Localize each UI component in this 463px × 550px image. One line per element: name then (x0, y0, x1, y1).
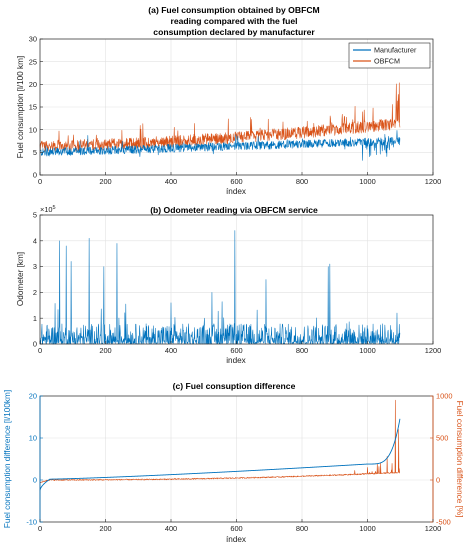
y-tick-label: 15 (29, 103, 37, 112)
odometer-series-line (39, 230, 401, 345)
x-tick-label: 1000 (359, 346, 375, 355)
x-tick-label: 1200 (425, 524, 441, 533)
panel-b: (b) Odometer reading via OBFCM service 0… (16, 205, 441, 365)
x-tick-label: 800 (296, 346, 308, 355)
panel-a-title-line-3: consumption declared by manufacturer (153, 27, 315, 37)
legend-label-obfcm: OBFCM (374, 57, 400, 66)
x-tick-label: 1000 (359, 524, 375, 533)
panel-b-ylabel: Odometer [km] (16, 252, 25, 306)
x-tick-label: 800 (296, 177, 308, 186)
x-tick-label: 1200 (425, 346, 441, 355)
y-tick-label: 2 (33, 288, 37, 297)
y-tick-label: 0 (33, 171, 37, 180)
panel-b-ticks: 0 200 400 600 800 1000 1200 0 1 2 3 4 5 (33, 211, 441, 355)
panel-a-title-line-2: reading compared with the fuel (170, 16, 297, 26)
y-tick-label: 0 (33, 340, 37, 349)
y-tick-label: 5 (33, 148, 37, 157)
panel-b-title: (b) Odometer reading via OBFCM service (150, 205, 318, 215)
y-tick-label: 10 (29, 434, 37, 443)
x-tick-label: 400 (165, 524, 177, 533)
y-tick-label: 25 (29, 57, 37, 66)
y-tick-label: 10 (29, 125, 37, 134)
x-tick-label: 800 (296, 524, 308, 533)
y-right-tick-label: 0 (436, 476, 440, 485)
panel-a-series (39, 82, 401, 161)
x-tick-label: 200 (99, 177, 111, 186)
percent-difference-series-line (39, 399, 400, 484)
panel-c: (c) Fuel consuption difference 0 200 400 60… (3, 381, 463, 544)
x-tick-label: 1000 (359, 177, 375, 186)
panel-c-title: (c) Fuel consuption difference (173, 381, 296, 391)
y-tick-label: -10 (26, 518, 37, 527)
x-tick-label: 600 (230, 177, 242, 186)
panel-a-legend: Manufacturer OBFCM (348, 42, 431, 69)
panel-c-grid (39, 395, 434, 523)
y-right-tick-label: 500 (436, 434, 448, 443)
panel-c-ylabel-right: Fuel consumption difference [%] (455, 401, 463, 518)
y-right-tick-label: -500 (436, 518, 451, 527)
y-tick-label: 0 (33, 476, 37, 485)
y-tick-label: 3 (33, 262, 37, 271)
panel-b-series (39, 230, 401, 345)
y-tick-label: 30 (29, 35, 37, 44)
x-tick-label: 600 (230, 346, 242, 355)
x-tick-label: 400 (165, 177, 177, 186)
x-tick-label: 1200 (425, 177, 441, 186)
panel-a-ticks: 0 200 400 600 800 1000 1200 0 5 10 15 20 25 30 (29, 35, 441, 186)
x-tick-label: 200 (99, 346, 111, 355)
panel-b-xlabel: index (226, 356, 246, 365)
panel-c-xlabel: índex (226, 535, 246, 544)
panel-a: (a) Fuel consumption obtained by OBFCM r… (16, 5, 441, 196)
x-tick-label: 600 (230, 524, 242, 533)
panel-a-xlabel: índex (226, 187, 246, 196)
legend-label-manufacturer: Manufacturer (374, 46, 417, 55)
y-tick-label: 1 (33, 314, 37, 323)
y-tick-label: 4 (33, 236, 37, 245)
x-tick-label: 200 (99, 524, 111, 533)
panel-b-grid (39, 214, 434, 345)
x-tick-label: 400 (165, 346, 177, 355)
panel-a-title-line-1: (a) Fuel consumption obtained by OBFCM (148, 5, 319, 15)
y-tick-label: 5 (33, 211, 37, 220)
obfcm-series-line (39, 82, 401, 153)
absolute-difference-series-line (39, 418, 401, 491)
panel-a-ylabel: Fuel consumption [l/100 km] (16, 56, 25, 158)
panel-c-series (39, 399, 401, 491)
y-tick-label: 20 (29, 80, 37, 89)
y-right-tick-label: 1000 (436, 392, 452, 401)
x-tick-label: 0 (38, 346, 42, 355)
panel-b-y-multiplier: ×105 (40, 205, 56, 214)
legend-box (348, 42, 431, 69)
x-tick-label: 0 (38, 177, 42, 186)
y-tick-label: 20 (29, 392, 37, 401)
panel-c-ylabel-left: Fuel consumption difference [l/100km] (3, 390, 12, 528)
manufacturer-series-line (39, 130, 401, 161)
panel-c-ticks: 0 200 400 600 800 1000 1200-1001020-5000500100… (26, 392, 452, 533)
x-tick-label: 0 (38, 524, 42, 533)
